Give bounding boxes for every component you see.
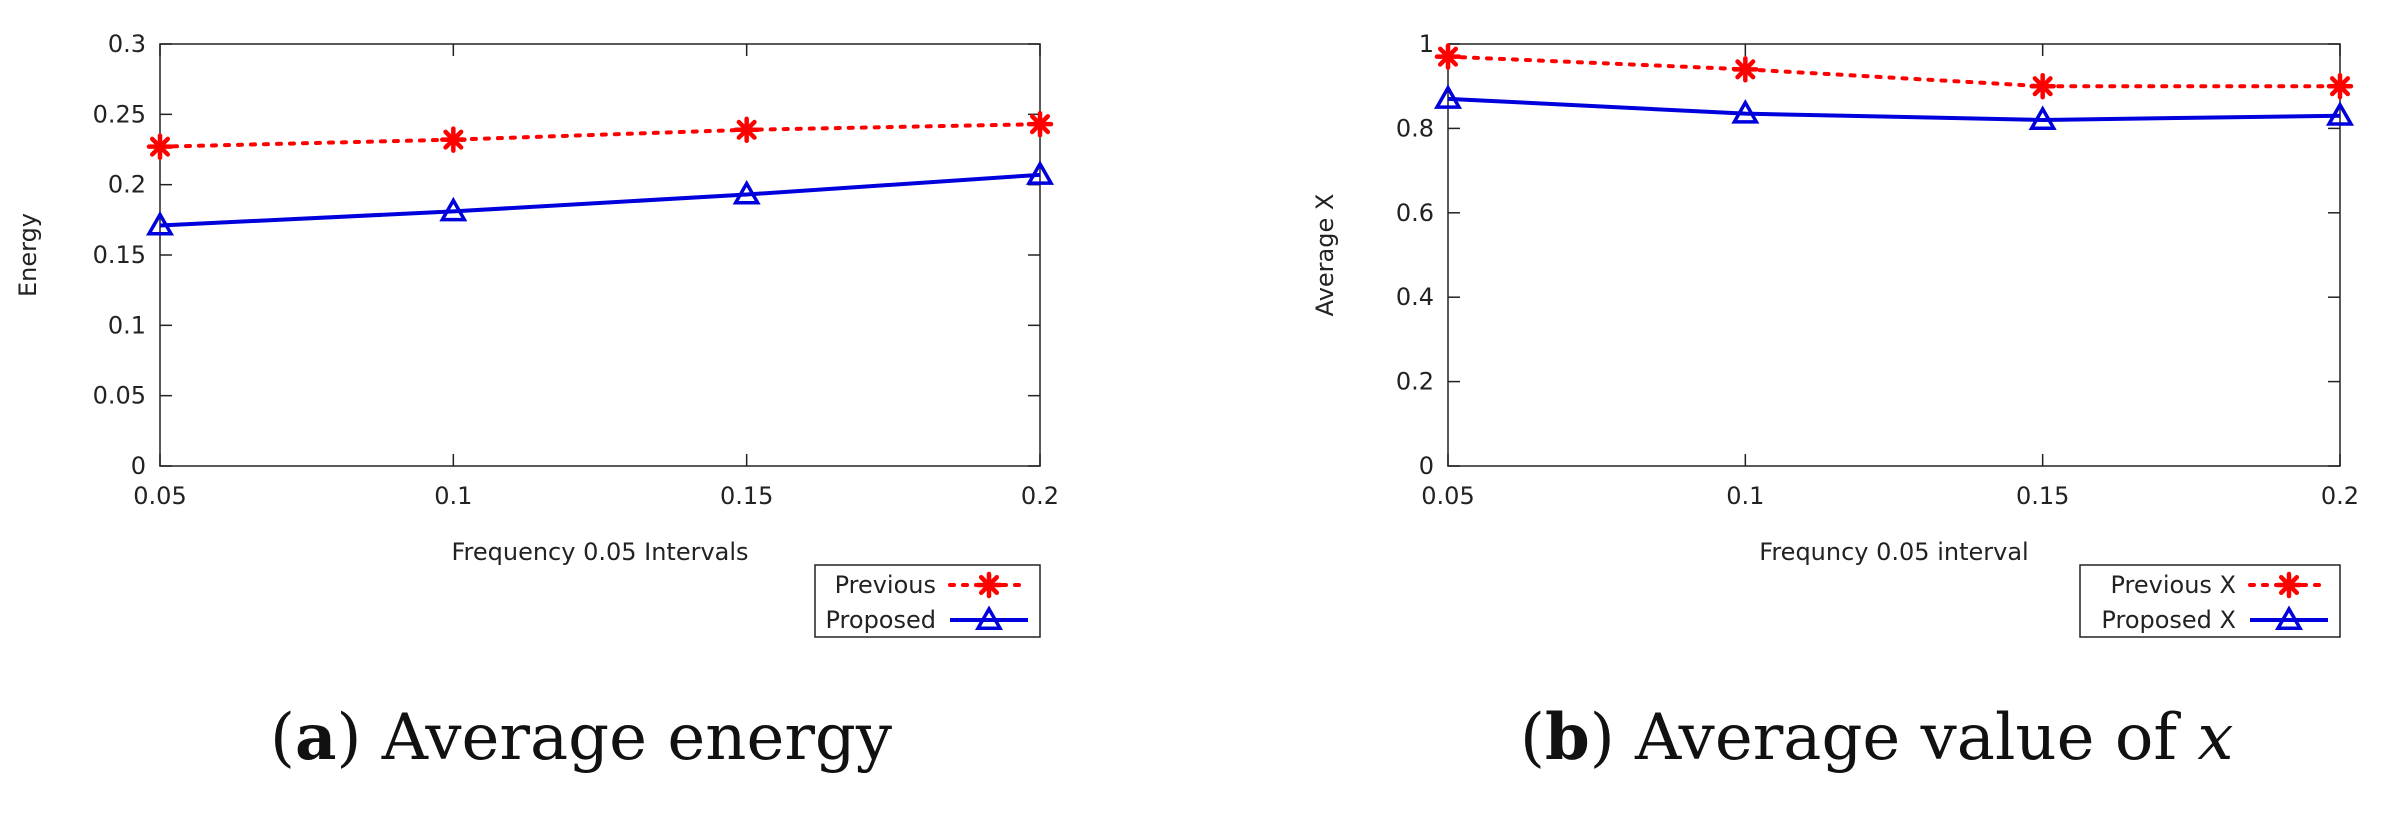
chart-b-previous-x-point — [1434, 43, 1462, 70]
chart-b-average-x: 0 0.2 0.4 0.6 0.8 1 0.05 0.1 0.15 0.2 Frequncy 0.0… — [1311, 30, 2359, 638]
chart-a-previous-point — [1026, 110, 1054, 138]
chart-b-proposed-x-point — [2028, 105, 2057, 130]
chart-b-ytick-label: 0 — [1419, 452, 1434, 480]
caption-b-letter: b — [1544, 700, 1590, 775]
chart-a-ytick-label: 0.15 — [93, 241, 146, 269]
chart-b-previous-x-point — [1732, 56, 1759, 83]
chart-a-legend-swatch-marker — [974, 605, 1004, 630]
chart-a-ytick-label: 0.25 — [93, 100, 146, 128]
chart-b-previous-x-point-stroke — [2329, 76, 2351, 97]
chart-b-legend-swatch-marker-stroke — [2278, 574, 2300, 596]
caption-b: (b) Average value of x — [1520, 700, 2234, 775]
chart-b-series-previous-x-line — [1446, 54, 2342, 89]
chart-a-proposed-point — [439, 196, 468, 222]
chart-b-xtick-label: 0.05 — [1421, 482, 1474, 510]
caption-a-letter: a — [294, 700, 337, 775]
chart-b-xtick-label: 0.15 — [2016, 482, 2069, 510]
chart-a-legend-swatch-marker — [975, 571, 1003, 599]
chart-b-xtick-label: 0.1 — [1726, 482, 1764, 510]
chart-b-ytick-label: 0.8 — [1396, 114, 1434, 142]
chart-a-proposed-point — [145, 210, 175, 236]
chart-a-previous-point-stroke — [443, 129, 464, 150]
caption-a-text: Average energy — [381, 701, 893, 775]
chart-a-ytick-label: 0.1 — [108, 311, 146, 339]
chart-a-legend-label: Previous — [835, 571, 936, 599]
chart-a-series-proposed-line — [159, 172, 1041, 228]
chart-b-proposed-x-point — [1433, 84, 1463, 109]
chart-a-legend-label: Proposed — [826, 606, 937, 634]
chart-b-proposed-x-point — [1731, 99, 1760, 124]
chart-b-legend-swatch-marker — [2275, 571, 2303, 599]
chart-a-ytick-label: 0 — [131, 452, 146, 480]
chart-a-xlabel: Frequency 0.05 Intervals — [451, 538, 748, 566]
chart-a-previous-point-stroke — [736, 119, 757, 140]
chart-b-series-proposed-x-line — [1447, 96, 2341, 122]
chart-a-previous-point — [733, 116, 760, 144]
chart-b-legend-label: Previous X — [2111, 571, 2237, 599]
chart-b-previous-x-point-stroke — [2032, 76, 2053, 97]
chart-a-plot-frame — [159, 43, 1041, 467]
chart-b-ytick-label: 0.4 — [1396, 283, 1434, 311]
chart-b-ytick-label: 1 — [1419, 30, 1434, 58]
chart-a-legend: Previous Proposed — [814, 564, 1041, 638]
chart-a-previous-point-stroke — [1029, 114, 1051, 135]
caption-a: (a) Average energy — [270, 700, 893, 775]
chart-a-xtick-label: 0.1 — [434, 482, 472, 510]
caption-b-math: x — [2197, 701, 2234, 775]
chart-a-previous-point — [440, 126, 467, 153]
caption-b-text: Average value of — [1635, 701, 2198, 775]
chart-b-ytick-label: 0.6 — [1396, 199, 1434, 227]
chart-a-ylabel: Energy — [14, 213, 42, 297]
chart-b-xtick-label: 0.2 — [2321, 482, 2359, 510]
chart-b-xlabel: Frequncy 0.05 interval — [1759, 538, 2028, 566]
chart-a-xtick-label: 0.2 — [1021, 482, 1059, 510]
chart-a-previous-point — [146, 133, 174, 160]
chart-a-proposed-point — [1025, 160, 1055, 185]
chart-a-ytick-label: 0.05 — [93, 382, 146, 410]
chart-a-proposed-point — [732, 179, 761, 205]
chart-a-xtick-label: 0.15 — [720, 482, 773, 510]
chart-a-xtick-label: 0.05 — [133, 482, 186, 510]
chart-a-series-previous-line — [158, 122, 1042, 149]
chart-b-plot-frame — [1447, 43, 2341, 467]
chart-b-previous-x-point-stroke — [1437, 46, 1459, 67]
chart-a-legend-swatch-marker-stroke — [978, 574, 1000, 596]
chart-b-previous-x-point — [2029, 72, 2056, 100]
chart-b-proposed-x-point — [2325, 101, 2355, 126]
chart-b-legend: Previous X Proposed X — [2079, 564, 2341, 638]
chart-b-ylabel: Average X — [1311, 194, 1339, 317]
chart-a-ytick-label: 0.3 — [108, 30, 146, 58]
chart-b-ytick-label: 0.2 — [1396, 368, 1434, 396]
chart-a-legend-box — [814, 564, 1041, 638]
chart-a-ytick-label: 0.2 — [108, 171, 146, 199]
chart-b-previous-x-point — [2326, 72, 2354, 100]
chart-b-legend-swatch-marker — [2274, 605, 2304, 630]
chart-b-previous-x-point-stroke — [1735, 59, 1756, 80]
chart-a-previous-point-stroke — [149, 136, 171, 157]
chart-b-legend-label: Proposed X — [2101, 606, 2236, 634]
chart-a-average-energy: 00.050.10.150.20.250.30.05 0.1 0.15 0.2Freq… — [14, 30, 1059, 638]
